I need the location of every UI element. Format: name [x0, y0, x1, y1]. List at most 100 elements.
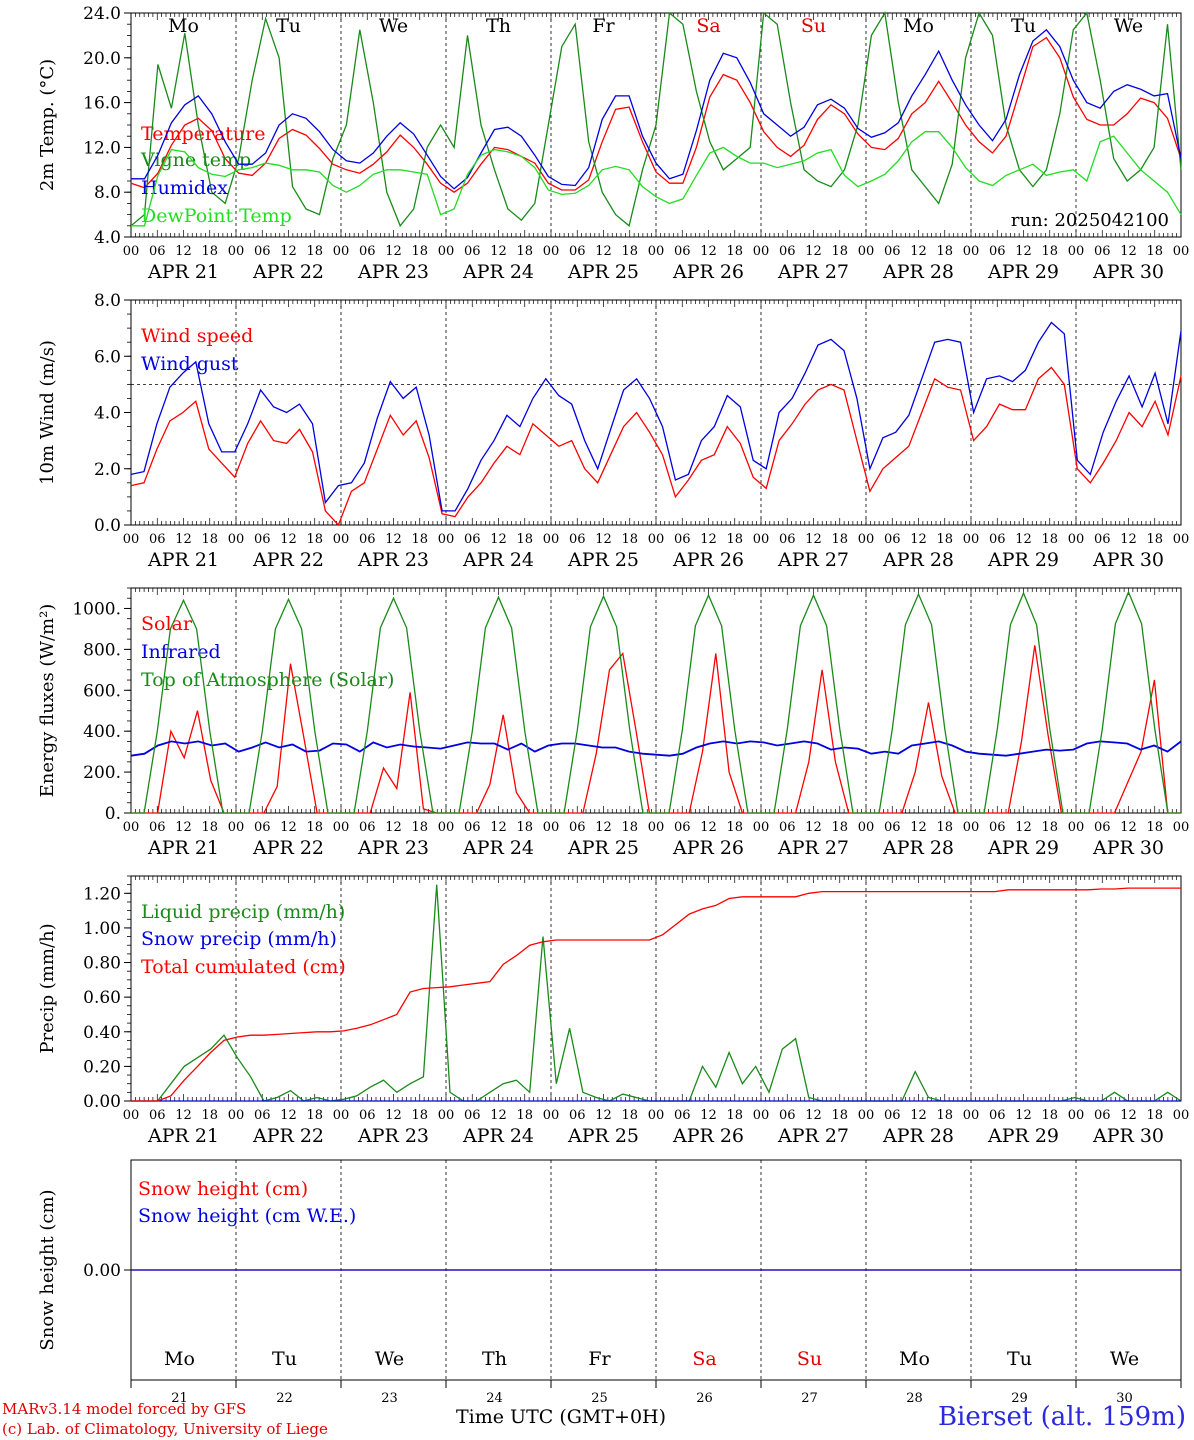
lab-credit: (c) Lab. of Climatology, University of L…: [2, 1420, 328, 1438]
legend-entry: Humidex: [141, 177, 228, 199]
y-tick-label: 12.0: [83, 138, 121, 158]
legend-entry: Total cumulated (cm): [141, 956, 346, 978]
y-tick-label: 2.0: [94, 460, 121, 480]
hour-tick-label: 12: [910, 532, 927, 547]
y-tick-label: 600.: [83, 681, 121, 701]
hour-tick-label: 00: [543, 820, 560, 835]
hour-tick-label: 00: [543, 532, 560, 547]
hour-tick-label: 00: [543, 244, 560, 259]
hour-tick-label: 18: [831, 244, 848, 259]
day-number-label: 30: [1116, 1391, 1133, 1406]
day-label: APR 28: [882, 1125, 954, 1147]
hour-tick-label: 12: [385, 1108, 402, 1123]
hour-tick-label: 00: [333, 532, 350, 547]
hour-tick-label: 12: [280, 820, 297, 835]
series-line-dewpoint-temp: [131, 131, 1182, 227]
day-label: APR 22: [252, 837, 324, 859]
hour-tick-label: 12: [490, 820, 507, 835]
hour-tick-label: 00: [228, 532, 245, 547]
hour-tick-label: 06: [884, 532, 901, 547]
run-label: run: 2025042100: [1011, 210, 1169, 231]
hour-tick-label: 12: [385, 532, 402, 547]
day-label: APR 26: [672, 549, 744, 571]
hour-tick-label: 18: [306, 820, 323, 835]
weekday-label: Tu: [276, 15, 301, 37]
y-tick-label: 0.80: [83, 954, 121, 974]
day-label: APR 23: [357, 261, 429, 283]
hour-tick-label: 06: [674, 820, 691, 835]
hour-tick-label: 00: [123, 532, 140, 547]
series-line-vigne-temp: [130, 11, 1182, 228]
hour-tick-label: 06: [674, 532, 691, 547]
hour-tick-label: 06: [569, 532, 586, 547]
day-label: APR 29: [987, 1125, 1059, 1147]
hour-tick-label: 06: [359, 820, 376, 835]
hour-tick-label: 00: [1173, 244, 1190, 259]
hour-tick-label: 18: [201, 820, 218, 835]
day-label: APR 21: [147, 261, 219, 283]
hour-tick-label: 18: [516, 820, 533, 835]
hour-tick-label: 18: [201, 1108, 218, 1123]
day-label: APR 28: [882, 837, 954, 859]
hour-tick-label: 00: [1173, 532, 1190, 547]
y-tick-label: 1.00: [83, 919, 121, 939]
hour-tick-label: 06: [254, 532, 271, 547]
y-tick-label: 400.: [83, 722, 121, 742]
hour-tick-label: 06: [989, 1108, 1006, 1123]
hour-tick-label: 18: [1146, 1108, 1163, 1123]
hour-tick-label: 12: [490, 532, 507, 547]
hour-tick-label: 18: [1146, 532, 1163, 547]
y-axis-title: 10m Wind (m/s): [37, 340, 58, 485]
day-number-label: 22: [276, 1391, 293, 1406]
legend-entry: Liquid precip (mm/h): [141, 901, 345, 923]
day-number-label: 24: [486, 1391, 503, 1406]
day-label: APR 23: [357, 549, 429, 571]
hour-tick-label: 12: [700, 532, 717, 547]
day-number-label: 25: [591, 1391, 608, 1406]
day-label: APR 21: [147, 837, 219, 859]
day-number-label: 27: [801, 1391, 818, 1406]
hour-tick-label: 00: [1068, 1108, 1085, 1123]
legend-entry: Wind speed: [141, 325, 253, 347]
hour-tick-label: 06: [149, 244, 166, 259]
hour-tick-label: 00: [648, 532, 665, 547]
legend-entry: Temperature: [141, 123, 265, 145]
hour-tick-label: 18: [306, 1108, 323, 1123]
plot-frame-2: [130, 587, 1182, 814]
weekday-label: Mo: [168, 15, 199, 37]
hour-tick-label: 06: [779, 820, 796, 835]
day-number-label: 23: [381, 1391, 398, 1406]
legend-entry: Top of Atmosphere (Solar): [141, 669, 394, 691]
y-tick-label: 0.0: [94, 516, 121, 536]
hour-tick-label: 18: [1146, 244, 1163, 259]
hour-tick-label: 00: [858, 244, 875, 259]
y-tick-label: 4.0: [94, 228, 121, 248]
hour-tick-label: 00: [543, 1108, 560, 1123]
y-tick-label: 0.40: [83, 1023, 121, 1043]
legend-entry: Snow height (cm W.E.): [138, 1205, 356, 1227]
hour-tick-label: 00: [858, 820, 875, 835]
hour-tick-label: 00: [123, 820, 140, 835]
hour-tick-label: 00: [123, 244, 140, 259]
y-tick-label: 0.20: [83, 1057, 121, 1077]
hour-tick-label: 12: [385, 820, 402, 835]
day-label: APR 26: [672, 261, 744, 283]
y-tick-label: 16.0: [83, 94, 121, 114]
x-axis-title: Time UTC (GMT+0H): [456, 1406, 667, 1428]
hour-tick-label: 00: [648, 1108, 665, 1123]
y-tick-label: 1.20: [83, 884, 121, 904]
day-label: APR 29: [987, 261, 1059, 283]
day-label: APR 30: [1092, 1125, 1164, 1147]
y-tick-label: 24.0: [83, 4, 121, 24]
hour-tick-label: 06: [149, 1108, 166, 1123]
weekday-label: Mo: [903, 15, 934, 37]
y-tick-label: 1000.: [72, 599, 121, 619]
hour-tick-label: 06: [464, 1108, 481, 1123]
day-label: APR 24: [462, 1125, 534, 1147]
weekday-label: Tu: [272, 1348, 297, 1370]
hour-tick-label: 00: [333, 820, 350, 835]
hour-tick-label: 18: [936, 244, 953, 259]
day-label: APR 27: [777, 1125, 849, 1147]
series-line-infrared: [130, 740, 1182, 757]
series-line-temperature: [130, 36, 1182, 193]
